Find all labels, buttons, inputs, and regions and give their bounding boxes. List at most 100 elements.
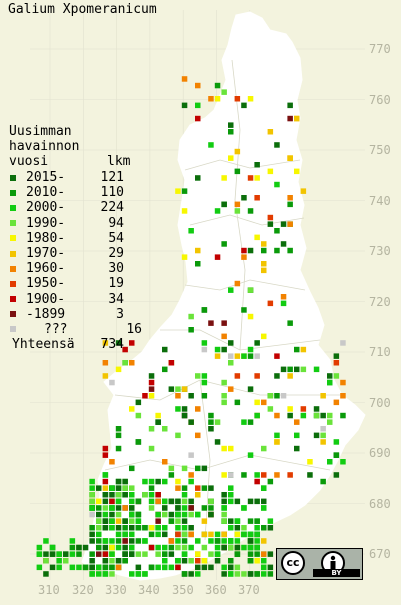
observation-square (228, 485, 234, 491)
observation-square (201, 393, 208, 399)
observation-square (320, 432, 326, 439)
observation-square (181, 505, 188, 511)
observation-square (142, 492, 148, 498)
observation-square (181, 571, 188, 577)
observation-square (96, 525, 102, 531)
observation-square (208, 485, 214, 491)
y-tick-label: 680 (369, 496, 391, 511)
y-tick-label: 700 (369, 395, 391, 410)
observation-square (96, 564, 102, 571)
observation-square (254, 472, 260, 478)
observation-square (115, 511, 122, 518)
observation-square (115, 518, 122, 524)
observation-square (261, 525, 267, 531)
observation-square (261, 571, 267, 577)
observation-square (327, 419, 333, 425)
observation-square (148, 445, 155, 452)
observation-square (155, 511, 161, 518)
observation-square (254, 544, 260, 551)
observation-square (135, 412, 142, 419)
observation-square (221, 518, 227, 524)
observation-square (148, 498, 155, 505)
observation-square (241, 531, 247, 538)
observation-square (307, 459, 313, 465)
legend-swatch (10, 250, 16, 257)
observation-square (168, 498, 175, 505)
observation-square (115, 498, 122, 505)
observation-square (102, 485, 109, 491)
observation-square (287, 366, 293, 373)
observation-square (201, 531, 208, 538)
observation-square (241, 102, 247, 109)
observation-square (122, 492, 128, 498)
observation-square (221, 445, 227, 452)
observation-square (247, 353, 254, 359)
legend-count: 34 (108, 291, 124, 307)
observation-square (102, 544, 109, 551)
observation-square (195, 564, 201, 571)
observation-square (89, 478, 95, 485)
observation-square (188, 452, 194, 458)
observation-square (181, 531, 188, 538)
observation-square (188, 228, 194, 234)
observation-square (221, 89, 227, 95)
observation-square (109, 518, 115, 524)
observation-square (201, 379, 208, 386)
observation-square (109, 459, 115, 465)
observation-square (234, 564, 241, 571)
observation-square (122, 485, 128, 491)
observation-square (274, 142, 280, 148)
observation-square (89, 505, 95, 511)
observation-square (122, 360, 128, 366)
observation-square (214, 346, 221, 353)
observation-square (122, 551, 128, 557)
observation-square (254, 518, 260, 524)
observation-square (201, 564, 208, 571)
observation-square (221, 320, 227, 326)
observation-square (188, 327, 194, 333)
observation-square (208, 142, 214, 148)
observation-square (340, 459, 346, 465)
observation-square (228, 122, 234, 128)
observation-square (214, 531, 221, 538)
observation-square (214, 208, 221, 214)
observation-square (267, 571, 274, 577)
observation-square (115, 564, 122, 571)
observation-square (102, 373, 109, 379)
observation-square (115, 505, 122, 511)
observation-square (254, 538, 260, 544)
legend-swatch (10, 189, 16, 196)
observation-square (181, 518, 188, 524)
observation-square (247, 544, 254, 551)
observation-square (247, 96, 254, 102)
observation-square (267, 406, 274, 412)
observation-square (300, 346, 307, 353)
observation-square (43, 571, 49, 577)
observation-square (195, 558, 201, 564)
observation-square (115, 340, 122, 346)
observation-square (247, 518, 254, 524)
observation-square (129, 544, 135, 551)
observation-square (287, 373, 293, 379)
observation-square (247, 247, 254, 254)
observation-square (228, 498, 234, 505)
observation-square (43, 551, 49, 557)
observation-square (96, 505, 102, 511)
observation-square (96, 538, 102, 544)
observation-square (247, 538, 254, 544)
observation-square (148, 478, 155, 485)
x-tick-label: 330 (105, 583, 127, 597)
observation-square (175, 432, 181, 439)
observation-square (201, 505, 208, 511)
observation-square (333, 439, 340, 445)
observation-square (294, 432, 300, 439)
observation-square (254, 175, 260, 181)
observation-square (228, 558, 234, 564)
observation-square (254, 234, 260, 241)
observation-square (135, 525, 142, 531)
observation-square (221, 544, 227, 551)
observation-square (327, 412, 333, 419)
observation-square (261, 472, 267, 478)
legend-swatch (10, 311, 16, 318)
